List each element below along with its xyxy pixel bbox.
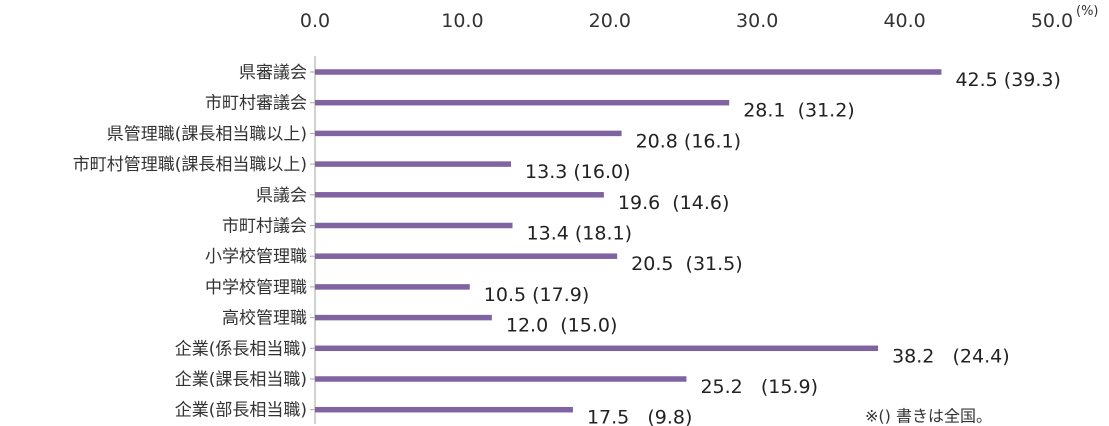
category-label: 高校管理職	[222, 309, 307, 329]
bar	[315, 222, 513, 229]
x-tick-label: 20.0	[589, 10, 631, 32]
bar-value-label: 17.5 (9.8)	[587, 407, 692, 426]
bar	[315, 376, 687, 382]
category-label: 中学校管理職	[205, 278, 307, 298]
category-label: 企業(係長相当職)	[175, 339, 307, 359]
footnote: ※() 書きは全国。	[865, 407, 992, 426]
category-label: 企業(部長相当職)	[175, 401, 307, 421]
bar-value-label: 13.3 (16.0)	[525, 161, 630, 183]
bar-value-label: 28.1 (31.2)	[743, 100, 855, 122]
bar-value-label: 42.5 (39.3)	[955, 69, 1060, 91]
bar	[315, 69, 942, 75]
x-tick-label: 0.0	[300, 10, 330, 32]
bar	[315, 253, 618, 259]
bars	[315, 69, 942, 413]
bar-value-label: 25.2 (15.9)	[700, 376, 818, 398]
bar-value-label: 20.5 (31.5)	[631, 253, 743, 275]
bar	[315, 192, 604, 198]
bar	[315, 314, 492, 321]
category-label: 県議会	[256, 186, 307, 206]
category-label: 県審議会	[239, 63, 307, 83]
category-label: 市町村管理職(課長相当職以上)	[73, 155, 307, 175]
bar-value-label: 19.6 (14.6)	[618, 192, 730, 214]
category-label: 市町村議会	[222, 217, 307, 237]
x-tick-label: 40.0	[883, 10, 925, 32]
x-tick-label: 50.0	[1031, 10, 1073, 32]
category-label: 市町村審議会	[205, 94, 307, 114]
bar	[315, 161, 512, 167]
category-label: 県管理職(課長相当職以上)	[107, 124, 307, 144]
bar	[315, 284, 470, 290]
category-label: 小学校管理職	[205, 247, 307, 267]
x-tick-label: 10.0	[441, 10, 483, 32]
unit-label: (%)	[1076, 4, 1099, 19]
bar	[315, 345, 879, 352]
x-tick-label: 30.0	[736, 10, 778, 32]
x-axis-ticks: 0.0 10.0 20.0 30.0 40.0 50.0	[300, 10, 1073, 32]
value-labels: 42.5 (39.3) 28.1 (31.2)20.8 (16.1) 13.3 (1…	[484, 69, 1061, 426]
bar-value-label: 38.2 (24.4)	[892, 345, 1010, 367]
category-label: 企業(課長相当職)	[175, 370, 307, 390]
bar	[315, 99, 730, 106]
bar-value-label: 20.8 (16.1)	[636, 130, 741, 152]
bar-value-label: 13.4 (18.1)	[527, 223, 632, 245]
bar-value-label: 12.0 (15.0)	[506, 315, 618, 337]
bar	[315, 406, 573, 413]
bar-value-label: 10.5 (17.9)	[484, 284, 589, 306]
bar	[315, 130, 622, 137]
